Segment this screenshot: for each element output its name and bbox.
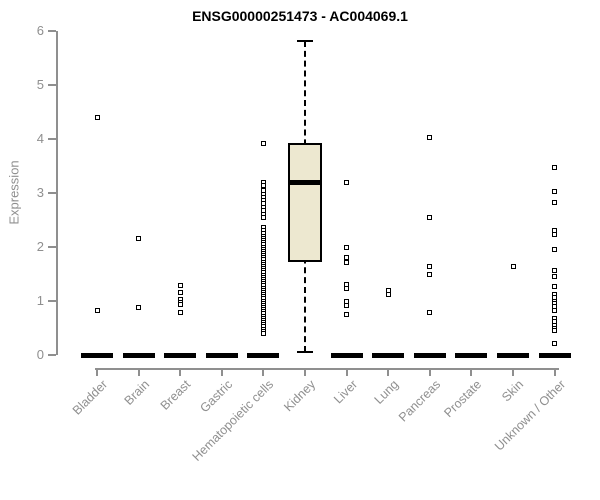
collapsed-median-bar	[164, 352, 197, 358]
x-tick	[387, 368, 390, 376]
outlier-point	[260, 330, 266, 336]
x-tick	[470, 368, 473, 376]
median-line	[288, 179, 322, 185]
outlier-point	[177, 302, 183, 308]
y-tick-label: 3	[36, 185, 44, 200]
outlier-point	[427, 310, 433, 316]
outlier-point	[552, 284, 558, 290]
x-tick	[262, 368, 265, 376]
outlier-point	[552, 273, 558, 279]
whisker-cap-high	[297, 40, 313, 43]
outlier-point	[385, 292, 391, 298]
y-tick-label: 5	[36, 77, 44, 92]
x-tick	[304, 368, 306, 376]
y-tick	[48, 138, 56, 140]
outlier-point	[344, 285, 350, 291]
collapsed-median-bar	[122, 352, 155, 358]
y-tick	[48, 192, 56, 194]
outlier-point	[260, 140, 266, 146]
y-tick-label: 2	[36, 239, 44, 254]
box	[288, 142, 322, 263]
outlier-point	[177, 290, 183, 296]
y-tick-label: 0	[36, 347, 44, 362]
outlier-point	[552, 189, 558, 195]
y-tick	[48, 354, 56, 356]
y-tick	[48, 246, 56, 248]
outlier-point	[552, 307, 558, 313]
outlier-point	[177, 283, 183, 289]
outlier-point	[344, 179, 350, 185]
collapsed-median-bar	[538, 352, 571, 358]
y-tick	[48, 30, 56, 32]
x-tick	[137, 368, 140, 376]
x-axis-line	[95, 368, 559, 370]
outlier-point	[552, 246, 558, 252]
outlier-point	[136, 236, 142, 242]
outlier-point	[427, 214, 433, 220]
outlier-point	[136, 304, 142, 310]
collapsed-median-bar	[247, 352, 280, 358]
outlier-point	[344, 312, 350, 317]
outlier-point	[552, 231, 558, 237]
chart-title: ENSG00000251473 - AC004069.1	[192, 8, 408, 24]
x-tick	[512, 368, 514, 376]
x-tick	[345, 368, 348, 376]
y-tick	[48, 300, 56, 302]
collapsed-median-bar	[413, 352, 446, 358]
outlier-point	[94, 308, 100, 314]
x-tick	[428, 368, 431, 376]
x-tick	[96, 368, 98, 376]
outlier-point	[260, 214, 266, 220]
outlier-point	[260, 182, 266, 188]
whisker-cap-low	[297, 351, 313, 354]
outlier-point	[427, 264, 433, 270]
outlier-point	[94, 114, 100, 120]
outlier-point	[344, 302, 350, 308]
y-axis-line	[56, 31, 58, 355]
x-tick	[220, 368, 223, 376]
outlier-point	[344, 244, 350, 250]
collapsed-median-bar	[497, 352, 529, 358]
outlier-point	[510, 264, 516, 270]
collapsed-median-bar	[81, 352, 113, 358]
outlier-point	[552, 199, 558, 205]
outlier-point	[344, 259, 350, 265]
y-tick-label: 6	[36, 23, 44, 38]
outlier-point	[552, 328, 558, 334]
outlier-point	[552, 267, 558, 273]
y-tick-label: 4	[36, 131, 44, 146]
outlier-point	[427, 271, 433, 277]
y-tick	[48, 84, 56, 86]
collapsed-median-bar	[330, 352, 363, 358]
y-tick-label: 1	[36, 293, 44, 308]
outlier-point	[552, 165, 558, 171]
x-tick	[553, 368, 556, 376]
outlier-point	[427, 135, 433, 141]
outlier-point	[552, 340, 558, 346]
x-tick	[179, 368, 182, 376]
collapsed-median-bar	[372, 352, 405, 358]
outlier-point	[177, 310, 183, 316]
collapsed-median-bar	[455, 352, 488, 358]
collapsed-median-bar	[205, 352, 238, 358]
